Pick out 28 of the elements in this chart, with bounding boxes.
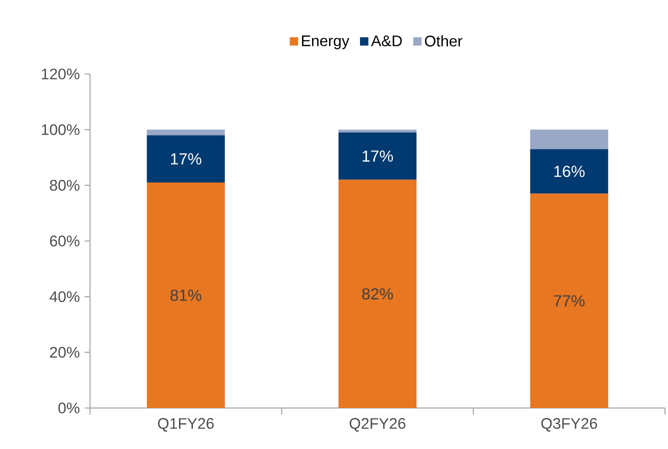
bar xyxy=(146,182,225,408)
data-label: 82% xyxy=(362,288,393,300)
x-tick-label: Q1FY26 xyxy=(158,418,214,432)
data-label: 81% xyxy=(170,290,202,301)
legend-label: Energy xyxy=(302,36,350,50)
y-tick-label: 0% xyxy=(58,402,80,414)
bar xyxy=(146,135,225,183)
bar xyxy=(338,132,416,180)
bar xyxy=(146,130,225,136)
data-label: 17% xyxy=(171,153,202,164)
y-tick-label: 80% xyxy=(50,180,80,191)
y-tick-label: 20% xyxy=(50,346,80,358)
y-tick-label: 100% xyxy=(42,124,80,136)
y-tick-label: 120% xyxy=(42,68,80,80)
data-label: 16% xyxy=(554,166,585,178)
bar xyxy=(338,130,416,132)
data-label: 77% xyxy=(554,295,585,306)
legend-label: A&D xyxy=(371,36,402,46)
y-tick-label: 60% xyxy=(50,236,80,246)
x-tick-label: Q3FY26 xyxy=(541,418,598,432)
bar xyxy=(530,130,608,150)
bar xyxy=(338,180,416,408)
x-tick-label: Q2FY26 xyxy=(350,418,406,432)
bar xyxy=(530,149,608,194)
y-tick-label: 40% xyxy=(50,291,80,302)
bar xyxy=(530,194,608,408)
data-label: 17% xyxy=(362,150,393,162)
legend-label: Other xyxy=(424,35,462,46)
